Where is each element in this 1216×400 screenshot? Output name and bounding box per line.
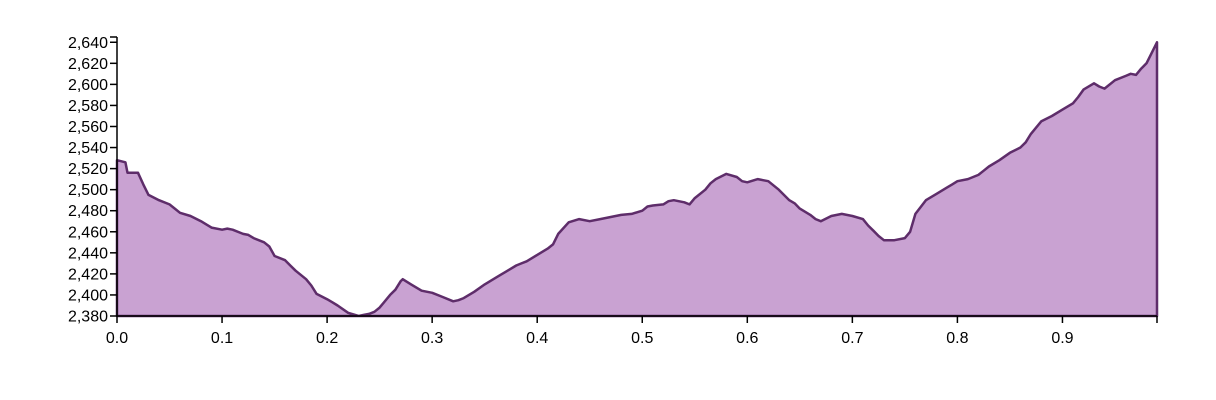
x-tick-label: 0.0 xyxy=(106,330,128,347)
x-tick-label: 0.8 xyxy=(946,330,968,347)
y-tick-label: 2,440 xyxy=(68,245,108,262)
x-axis: 0.0 0.1 0.2 0.3 0.4 0.5 0.6 0.7 0.8 0.9 xyxy=(106,315,1158,347)
y-tick-label: 2,540 xyxy=(68,140,108,157)
y-tick-label: 2,520 xyxy=(68,161,108,178)
x-tick-label: 0.5 xyxy=(631,330,653,347)
y-tick-label: 2,460 xyxy=(68,224,108,241)
y-tick-label: 2,560 xyxy=(68,119,108,136)
x-tick-label: 0.3 xyxy=(421,330,443,347)
area-series xyxy=(115,41,1159,318)
y-tick-label: 2,400 xyxy=(68,287,108,304)
y-axis: 2,380 2,400 2,420 2,440 2,460 2,480 2,500 2,520… xyxy=(68,35,118,326)
x-tick-label: 0.4 xyxy=(526,330,548,347)
y-tick-label: 2,580 xyxy=(68,98,108,115)
x-tick-label: 0.7 xyxy=(841,330,863,347)
x-tick-label: 0.9 xyxy=(1051,330,1073,347)
y-tick-label: 2,620 xyxy=(68,56,108,73)
plot-area xyxy=(115,41,1159,318)
y-tick-label: 2,600 xyxy=(68,77,108,94)
y-tick-label: 2,640 xyxy=(68,35,108,52)
y-tick-label: 2,420 xyxy=(68,266,108,283)
x-tick-label: 0.1 xyxy=(211,330,233,347)
x-tick-label: 0.6 xyxy=(736,330,758,347)
y-tick-label: 2,480 xyxy=(68,203,108,220)
y-tick-label: 2,500 xyxy=(68,182,108,199)
x-tick-label: 0.2 xyxy=(316,330,338,347)
y-tick-label: 2,380 xyxy=(68,309,108,326)
